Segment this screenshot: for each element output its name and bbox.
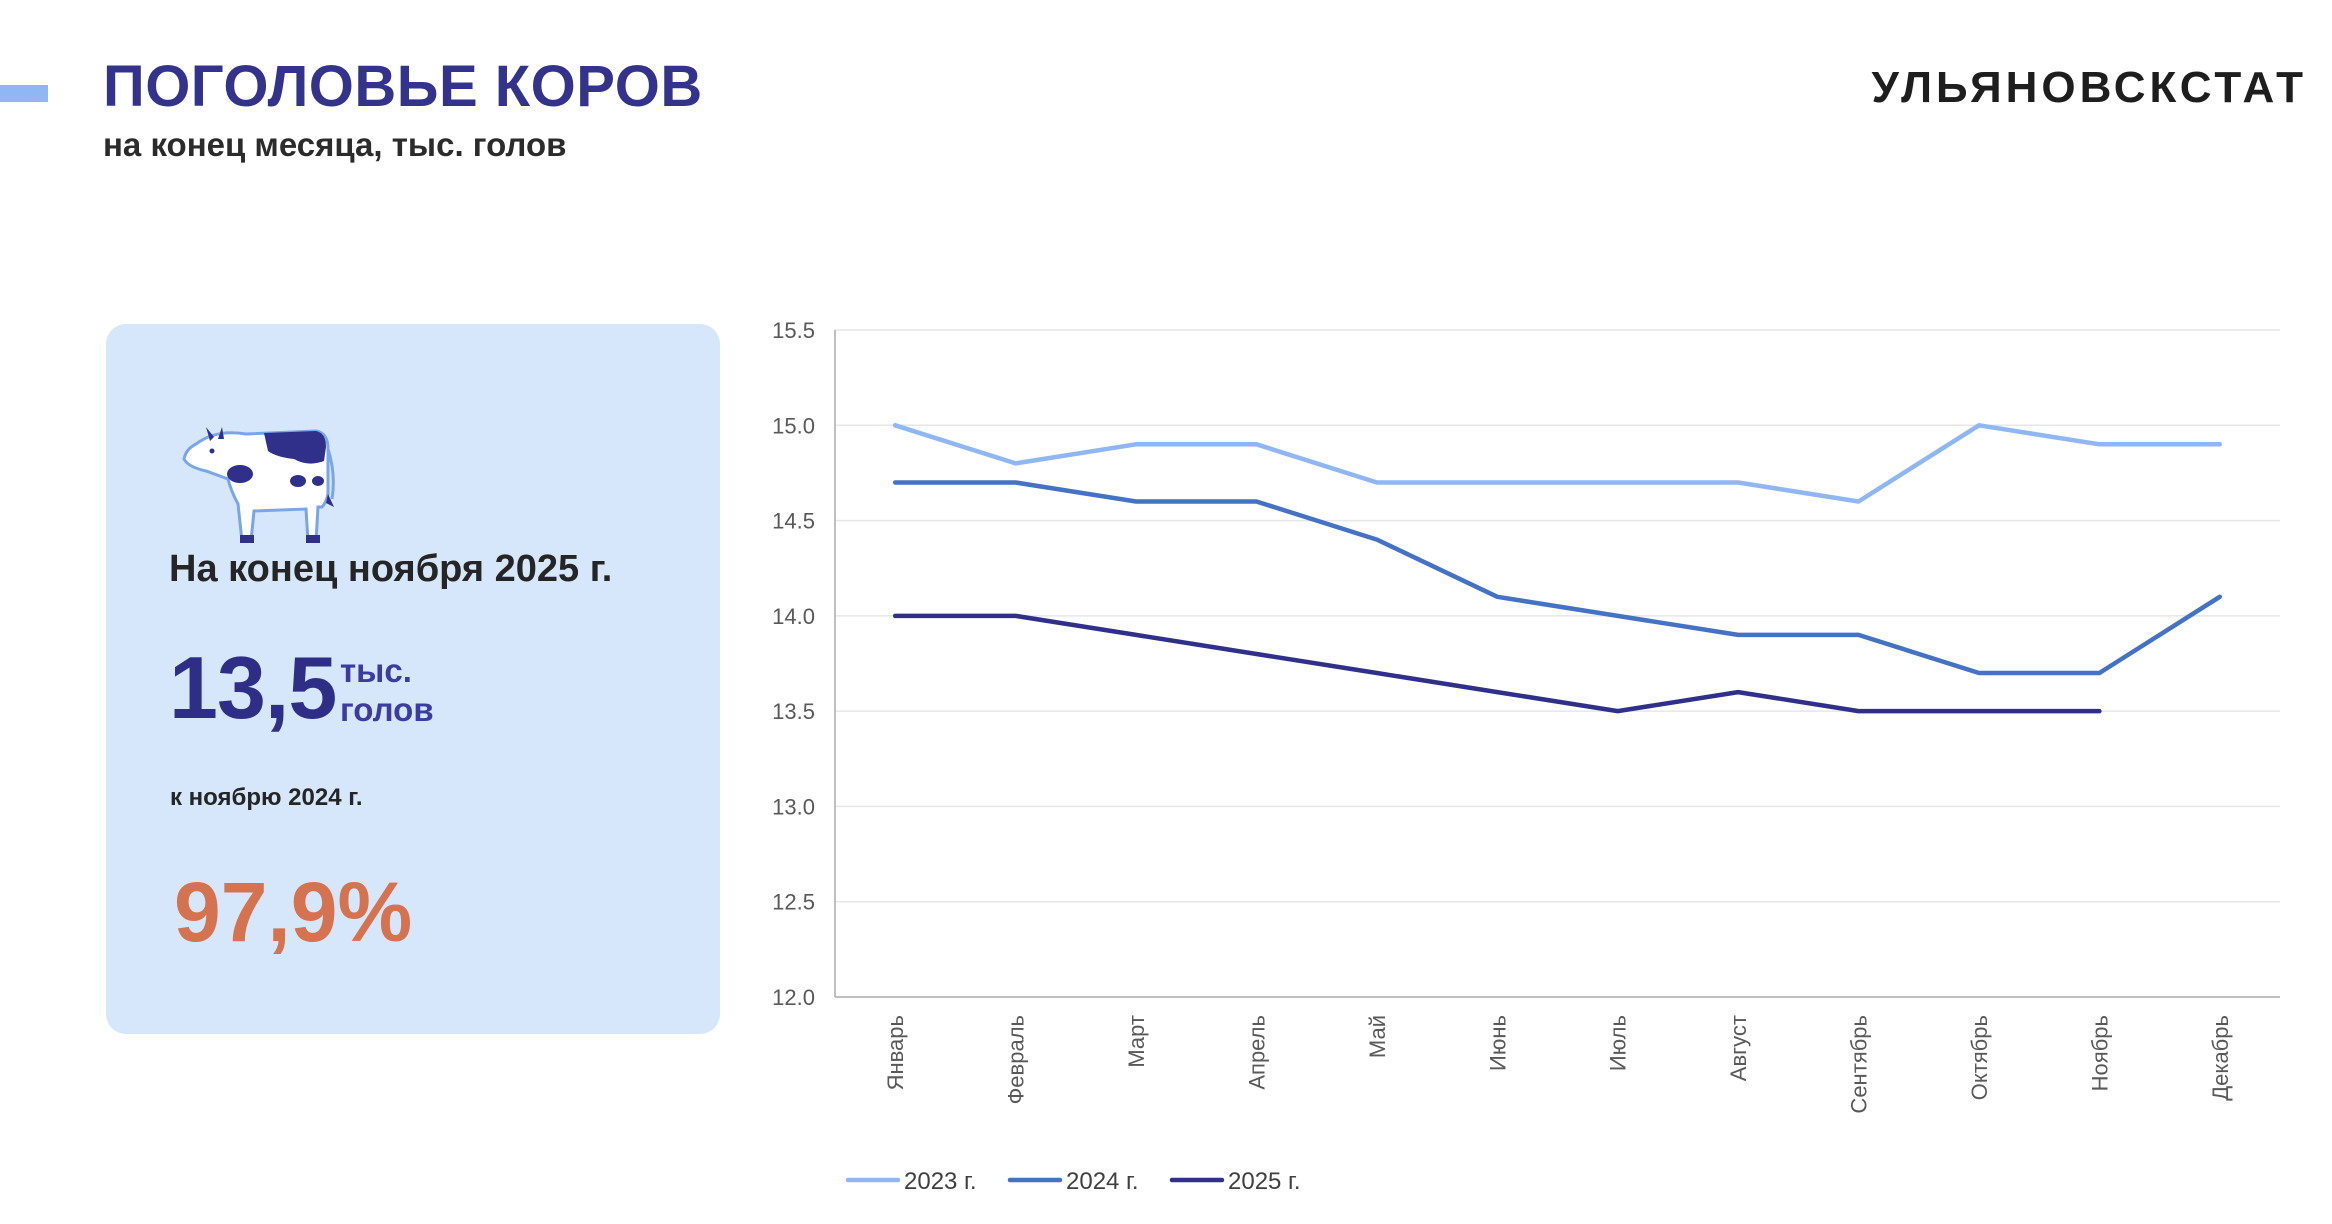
grid-layer [835,329,2280,903]
y-tick-label: 15.0 [772,413,815,438]
accent-bar [0,85,48,102]
y-tick-label: 14.5 [772,509,815,534]
x-tick-label: Декабрь [2208,1015,2233,1101]
x-tick-label: Февраль [1004,1015,1029,1104]
x-tick-label: Январь [883,1015,908,1090]
chart-legend: 2023 г. 2024 г. 2025 г. [845,1168,1301,1195]
page-subtitle: на конец месяца, тыс. голов [103,126,567,163]
unit-label: тыс. голов [340,652,434,730]
x-tick-label: Сентябрь [1847,1015,1872,1114]
series-layer [892,423,2223,714]
cow-icon [182,427,335,543]
x-tick-label: Июнь [1485,1015,1510,1071]
legend-label: 2025 г. [1228,1168,1301,1195]
series-line-2024 [892,480,2223,676]
legend-label: 2023 г. [904,1168,977,1195]
x-tick-label: Май [1365,1015,1390,1058]
page-title: ПОГОЛОВЬЕ КОРОВ [103,54,703,119]
card-heading: На конец ноября 2025 г. [169,548,613,590]
y-tick-label: 14.0 [772,604,815,629]
summary-card: На конец ноября 2025 г. 13,5 тыс. голов … [106,324,720,1034]
x-tick-label: Август [1726,1015,1751,1081]
line-chart: 12.0 12.5 13.0 13.5 14.0 14.5 15.0 15.5 Январь Фе… [772,318,2280,1195]
x-tick-label: Март [1124,1015,1149,1068]
x-tick-label: Апрель [1244,1015,1269,1090]
x-tick-label: Июль [1606,1015,1631,1071]
brand-logo: УЛЬЯНОВСКСТАТ [1871,63,2307,112]
x-tick-label: Октябрь [1967,1015,1992,1100]
unit-line-1: тыс. [340,652,412,689]
percent-value: 97,9% [174,865,413,959]
y-tick-label: 12.0 [772,985,815,1010]
axis-layer: 12.0 12.5 13.0 13.5 14.0 14.5 15.0 15.5 Январь Фе… [772,318,2280,1114]
unit-line-2: голов [340,690,434,728]
series-line-2025 [892,613,2102,714]
series-line-2023 [892,423,2223,504]
legend-label: 2024 г. [1066,1168,1139,1195]
y-tick-label: 13.5 [772,699,815,724]
compare-label: к ноябрю 2024 г. [170,784,363,811]
y-tick-label: 13.0 [772,794,815,819]
x-tick-label: Ноябрь [2087,1015,2112,1091]
y-tick-label: 12.5 [772,890,815,915]
cow-count-value: 13,5 [169,638,337,737]
y-tick-label: 15.5 [772,318,815,343]
